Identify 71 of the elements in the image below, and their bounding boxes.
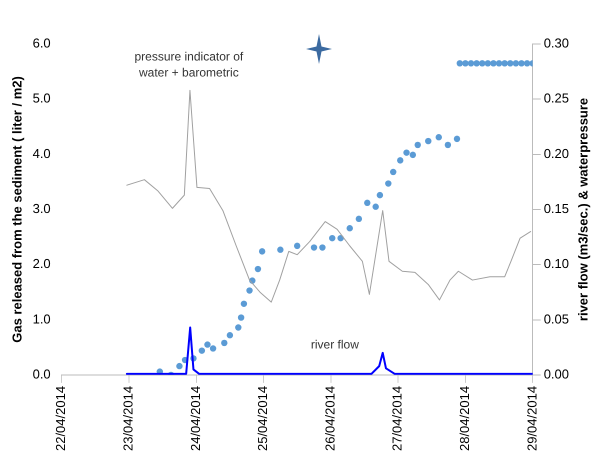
- point: [346, 225, 353, 232]
- point: [254, 266, 262, 272]
- point: [501, 60, 508, 67]
- y2-tick-label: 0.30: [544, 36, 570, 51]
- point: [204, 341, 211, 348]
- y-tick-label: 1.0: [32, 311, 51, 326]
- point: [176, 362, 183, 370]
- point: [524, 60, 530, 67]
- x-tick-label: 26/04/2014: [322, 386, 338, 452]
- point: [456, 60, 463, 67]
- y-tick-label: 2.0: [32, 256, 51, 272]
- y2-tick-label: 0.05: [544, 311, 570, 326]
- point: [414, 142, 421, 148]
- point: [507, 60, 514, 67]
- x-tick-label: 24/04/2014: [188, 386, 203, 452]
- point: [294, 242, 300, 250]
- x-tick-label: 28/04/2014: [456, 386, 472, 452]
- y-tick-label: 3.0: [32, 201, 51, 216]
- point: [436, 134, 442, 140]
- point: [246, 287, 253, 294]
- point: [277, 246, 284, 253]
- point: [221, 340, 228, 346]
- point: [385, 180, 392, 187]
- point: [479, 60, 486, 67]
- point: [235, 324, 242, 331]
- point: [376, 192, 384, 198]
- point: [390, 168, 396, 176]
- y2-tick-label: 0.20: [544, 146, 570, 161]
- y-tick-label: 4.0: [32, 146, 51, 161]
- y2-tick-label: 0.15: [544, 201, 570, 216]
- point: [462, 60, 469, 67]
- x-tick-label: 22/04/2014: [53, 386, 68, 452]
- y2-axis-title: river flow (m3/sec.) & waterpressure: [576, 98, 591, 322]
- point: [454, 136, 460, 142]
- y2-tick-label: 0.10: [544, 256, 570, 272]
- point: [512, 60, 520, 67]
- x-tick-label: 25/04/2014: [255, 386, 270, 452]
- point: [403, 149, 410, 156]
- y-tick-label: 5.0: [32, 90, 51, 106]
- point: [258, 248, 266, 255]
- point: [372, 204, 379, 210]
- point: [490, 60, 497, 67]
- y2-tick-label: 0.25: [544, 90, 570, 106]
- point: [319, 244, 326, 251]
- point: [397, 157, 404, 164]
- x-tick-label: 29/04/2014: [524, 386, 540, 452]
- point: [410, 152, 416, 158]
- y2-tick-label: 0.00: [544, 366, 570, 382]
- point: [356, 216, 362, 222]
- x-tick-label: 23/04/2014: [120, 386, 136, 452]
- point: [329, 234, 336, 242]
- point: [240, 300, 248, 307]
- annotation: river flow: [310, 337, 360, 352]
- y-axis-title: Gas released from the sediment ( liter / m2): [9, 76, 24, 343]
- annotation: pressure indicator of water + barometric: [134, 50, 244, 80]
- x-tick-label: 27/04/2014: [390, 386, 405, 452]
- point: [518, 60, 525, 67]
- point: [364, 200, 370, 206]
- point: [198, 347, 206, 354]
- point: [444, 142, 452, 148]
- point: [468, 60, 474, 67]
- y-tick-label: 0.0: [32, 366, 51, 382]
- point: [496, 60, 502, 67]
- point: [210, 345, 216, 352]
- point: [473, 60, 480, 67]
- point: [310, 244, 318, 251]
- point: [238, 314, 244, 321]
- point: [425, 138, 432, 144]
- point: [226, 332, 234, 338]
- point: [484, 60, 492, 67]
- y-tick-label: 6.0: [32, 36, 51, 51]
